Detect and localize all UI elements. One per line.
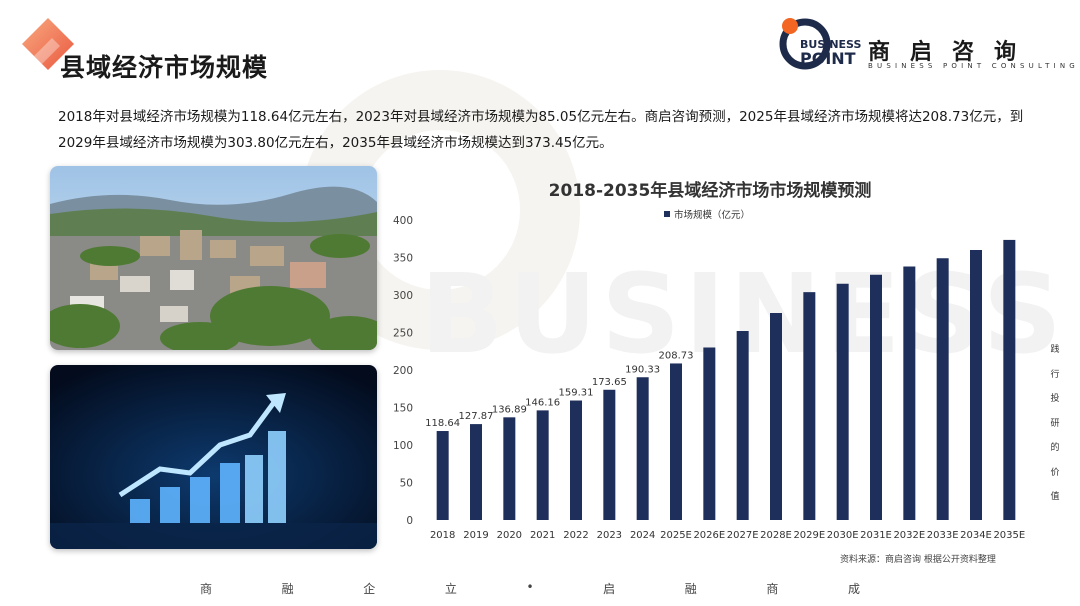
bar bbox=[870, 274, 882, 520]
side-char: 践 bbox=[1050, 345, 1060, 355]
x-tick-label: 2023 bbox=[597, 530, 622, 541]
bar bbox=[1003, 239, 1016, 520]
x-tick-label: 2034E bbox=[960, 530, 992, 541]
legend-label: 市场规模（亿元） bbox=[674, 209, 750, 221]
x-tick-label: 2031E bbox=[860, 530, 892, 541]
x-tick-label: 2029E bbox=[793, 530, 825, 541]
side-char: 的 bbox=[1050, 443, 1060, 453]
town-aerial-photo bbox=[50, 166, 377, 350]
x-tick-label: 2018 bbox=[430, 530, 455, 541]
data-source-note: 资料来源：商启咨询 根据公开资料整理 bbox=[840, 555, 996, 565]
y-tick-label: 50 bbox=[400, 478, 413, 490]
footer-slogan: 商 融 企 立 • 启 融 商 成 bbox=[200, 580, 860, 597]
y-tick-label: 400 bbox=[393, 215, 413, 227]
bar bbox=[703, 347, 716, 520]
bar bbox=[803, 292, 816, 520]
logo-english: BUSINESS POINT bbox=[800, 38, 862, 68]
logo-mark-icon bbox=[779, 18, 831, 70]
y-tick-label: 100 bbox=[393, 440, 413, 452]
chart-title: 2018-2035年县域经济市场市场规模预测 bbox=[548, 181, 872, 201]
bar bbox=[503, 417, 516, 520]
footer-char: • bbox=[526, 580, 534, 594]
y-tick-label: 0 bbox=[406, 515, 413, 527]
legend-swatch bbox=[664, 211, 670, 217]
x-tick-label: 2028E bbox=[760, 530, 792, 541]
bar bbox=[470, 424, 482, 520]
x-tick-label: 2020 bbox=[497, 530, 522, 541]
bar bbox=[970, 250, 982, 520]
x-tick-label: 2024 bbox=[630, 530, 655, 541]
logo-en-line1: BUSINESS bbox=[800, 38, 862, 51]
data-label: 159.31 bbox=[559, 388, 594, 399]
x-tick-label: 2030E bbox=[827, 530, 859, 541]
x-tick-label: 2035E bbox=[993, 530, 1025, 541]
bar bbox=[770, 313, 782, 520]
data-label: 146.16 bbox=[525, 397, 560, 408]
bar bbox=[903, 266, 916, 520]
y-tick-label: 150 bbox=[393, 403, 413, 415]
footer-char: 企 bbox=[363, 582, 376, 596]
side-char: 研 bbox=[1050, 418, 1060, 429]
bar bbox=[570, 400, 582, 520]
bar bbox=[936, 258, 949, 520]
x-tick-label: 2026E bbox=[693, 530, 725, 541]
data-label: 208.73 bbox=[659, 350, 694, 361]
footer-char: 启 bbox=[603, 582, 616, 596]
y-tick-label: 300 bbox=[393, 290, 413, 302]
x-tick-label: 2025E bbox=[660, 530, 692, 541]
data-label: 190.33 bbox=[625, 364, 660, 375]
corner-decoration bbox=[22, 18, 74, 70]
side-char: 价 bbox=[1050, 467, 1060, 478]
side-char: 投 bbox=[1050, 394, 1060, 404]
footer-char: 融 bbox=[684, 582, 697, 596]
bar bbox=[436, 431, 449, 520]
data-label: 136.89 bbox=[492, 404, 527, 415]
side-slogan: 践 行 投 研 的 价 值 bbox=[1045, 338, 1065, 510]
logo-chinese: 商启咨询 bbox=[868, 40, 1037, 65]
x-tick-label: 2022 bbox=[563, 530, 588, 541]
y-tick-label: 200 bbox=[393, 365, 413, 377]
footer-char: 融 bbox=[281, 582, 294, 596]
page-title: 县域经济市场规模 bbox=[60, 53, 269, 82]
bar bbox=[836, 283, 849, 520]
footer-char: 商 bbox=[766, 582, 779, 596]
side-char: 行 bbox=[1050, 369, 1060, 380]
summary-text: 2018年对县域经济市场规模为118.64亿元左右，2023年对县域经济市场规模… bbox=[58, 109, 1024, 151]
growth-chart-photo bbox=[50, 365, 377, 549]
side-char: 值 bbox=[1050, 492, 1060, 502]
x-tick-label: 2032E bbox=[893, 530, 925, 541]
footer-char: 商 bbox=[200, 582, 213, 596]
x-tick-label: 2019 bbox=[463, 530, 488, 541]
x-tick-label: 2033E bbox=[927, 530, 959, 541]
x-tick-label: 2027E bbox=[727, 530, 759, 541]
market-size-bar-chart: 0 50 100 150 200 250 300 350 400 市场规模（亿元） 118.64 20… bbox=[393, 209, 1025, 541]
bar bbox=[670, 363, 682, 520]
x-tick-label: 2021 bbox=[530, 530, 555, 541]
y-tick-label: 350 bbox=[393, 253, 413, 265]
y-tick-label: 250 bbox=[393, 328, 413, 340]
footer-char: 立 bbox=[444, 582, 457, 596]
logo-subtitle: BUSINESS POINT CONSULTING bbox=[868, 62, 1079, 70]
bar bbox=[736, 331, 749, 520]
data-label: 173.65 bbox=[592, 377, 627, 388]
bar bbox=[536, 410, 549, 520]
bar bbox=[636, 377, 649, 520]
footer-char: 成 bbox=[847, 582, 860, 596]
logo-en-line2: POINT bbox=[800, 49, 856, 68]
data-label: 127.87 bbox=[459, 411, 494, 422]
data-label: 118.64 bbox=[425, 418, 460, 429]
bar bbox=[603, 389, 616, 520]
